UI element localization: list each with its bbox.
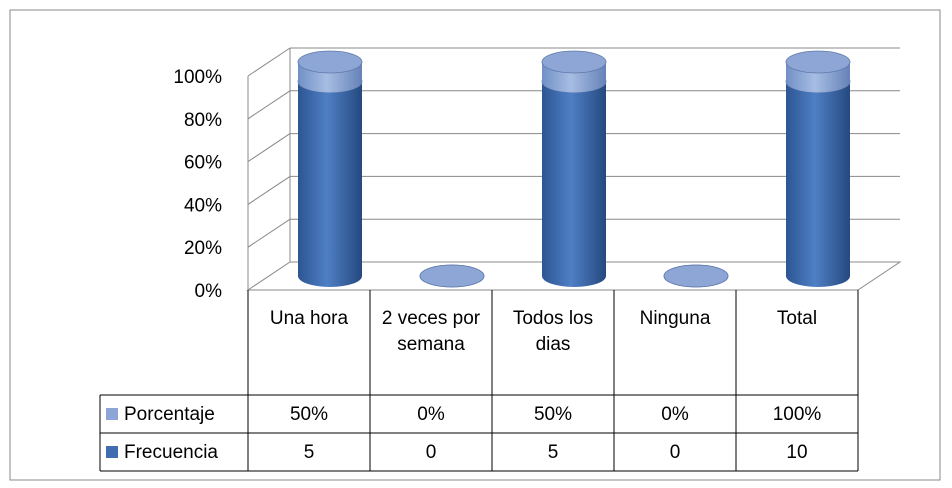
table-value: 0% [417,404,445,425]
cylinder-segment [297,50,363,93]
y-tick-label: 0% [195,281,223,302]
table-value: 0% [661,404,689,425]
category-label: Total [776,308,818,329]
y-tick-label: 60% [184,153,222,174]
y-tick-label: 80% [184,110,222,131]
table-value: 50% [290,404,328,425]
table-value: 50% [534,404,572,425]
legend-swatch [106,446,118,458]
cylinder-body [786,81,850,287]
cylinder-body [298,81,362,287]
cylinder-segment [541,70,607,287]
y-tick-label: 100% [173,67,222,88]
cylinder-segment [785,70,851,287]
cylinder-top [663,264,729,288]
category-label: Ninguna [639,308,711,329]
cylinder-top [419,264,485,288]
table-value: 0 [426,442,437,463]
grid-line-side [247,175,291,205]
cylinder-body [542,81,606,287]
y-tick-label: 20% [184,238,222,259]
cylinder-segment [663,264,729,288]
category-label: Una hora [269,308,349,329]
table-value: 0 [670,442,681,463]
cylinder-top [541,50,607,74]
table-value: 5 [304,442,315,463]
category-label: 2 veces por semana [381,308,481,355]
grid-line-side [247,218,291,248]
legend-label: Porcentaje [124,404,215,425]
grid-line-side [247,133,291,163]
legend-swatch [106,408,118,420]
cylinder-segment [785,50,851,93]
cylinder-top [785,50,851,74]
cylinder-segment [419,264,485,288]
table-value: 10 [786,442,807,463]
grid-line-side [247,90,291,120]
category-label: Todos los dias [512,308,594,355]
table-value: 5 [548,442,559,463]
legend-label: Frecuencia [124,442,218,463]
floor [246,261,902,291]
cylinder-segment [297,70,363,287]
cylinder-segment [541,50,607,93]
chart-border [9,9,941,481]
table-value: 100% [773,404,822,425]
y-tick-label: 40% [184,195,222,216]
grid-line-side [247,47,291,77]
cylinder-top [297,50,363,74]
